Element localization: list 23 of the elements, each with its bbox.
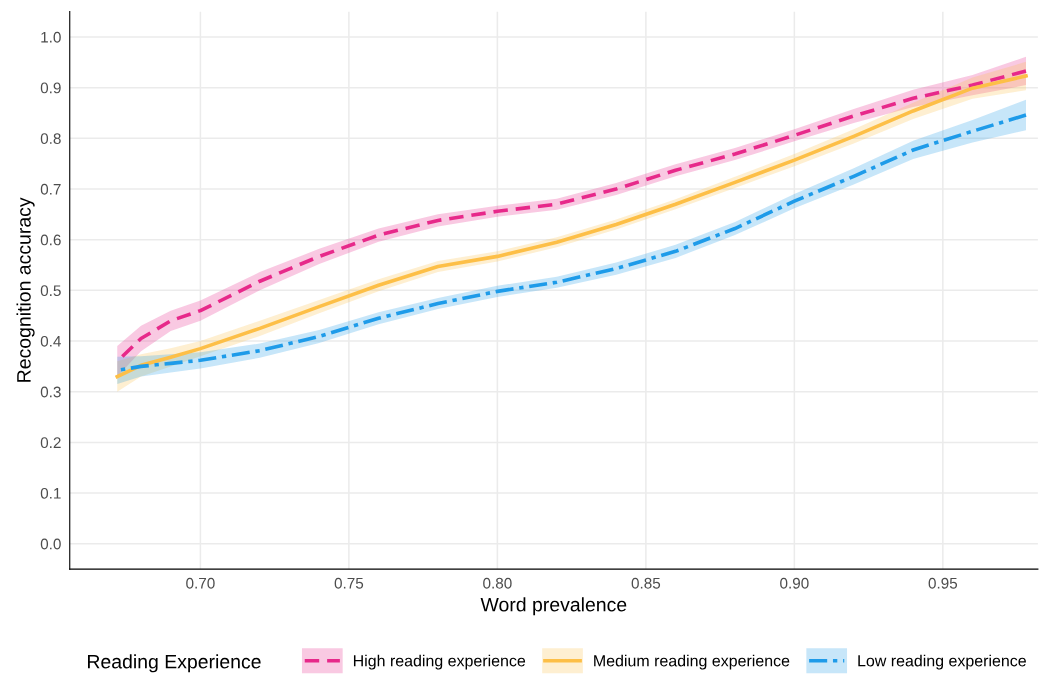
y-tick-label: 0.3: [40, 386, 61, 398]
x-tick-label: 0.90: [780, 577, 809, 589]
x-tick-label: 0.80: [483, 577, 512, 589]
x-tick-label: 0.75: [334, 577, 364, 589]
y-tick-label: 0.6: [40, 234, 61, 246]
y-axis-title: Recognition accuracy: [16, 197, 35, 382]
x-axis-title: Word prevalence: [480, 597, 627, 616]
y-tick-label: 0.8: [40, 133, 61, 145]
legend-label: High reading experience: [353, 654, 526, 670]
x-tick-label: 0.95: [928, 577, 958, 589]
y-tick-label: 0.1: [40, 487, 61, 499]
y-tick-label: 0.5: [40, 285, 61, 297]
y-tick-label: 0.2: [40, 437, 61, 449]
legend-label: Medium reading experience: [594, 654, 790, 670]
y-tick-label: 0.9: [40, 82, 61, 94]
x-tick-label: 0.70: [186, 577, 215, 589]
legend-label: Low reading experience: [858, 654, 1026, 670]
y-tick-label: 1.0: [41, 31, 61, 43]
y-tick-label: 0.4: [40, 335, 61, 347]
legend-title: Reading Experience: [88, 654, 261, 673]
y-tick-label: 0.7: [40, 183, 61, 195]
x-tick-label: 0.85: [631, 577, 661, 589]
y-tick-label: 0.0: [40, 538, 61, 550]
